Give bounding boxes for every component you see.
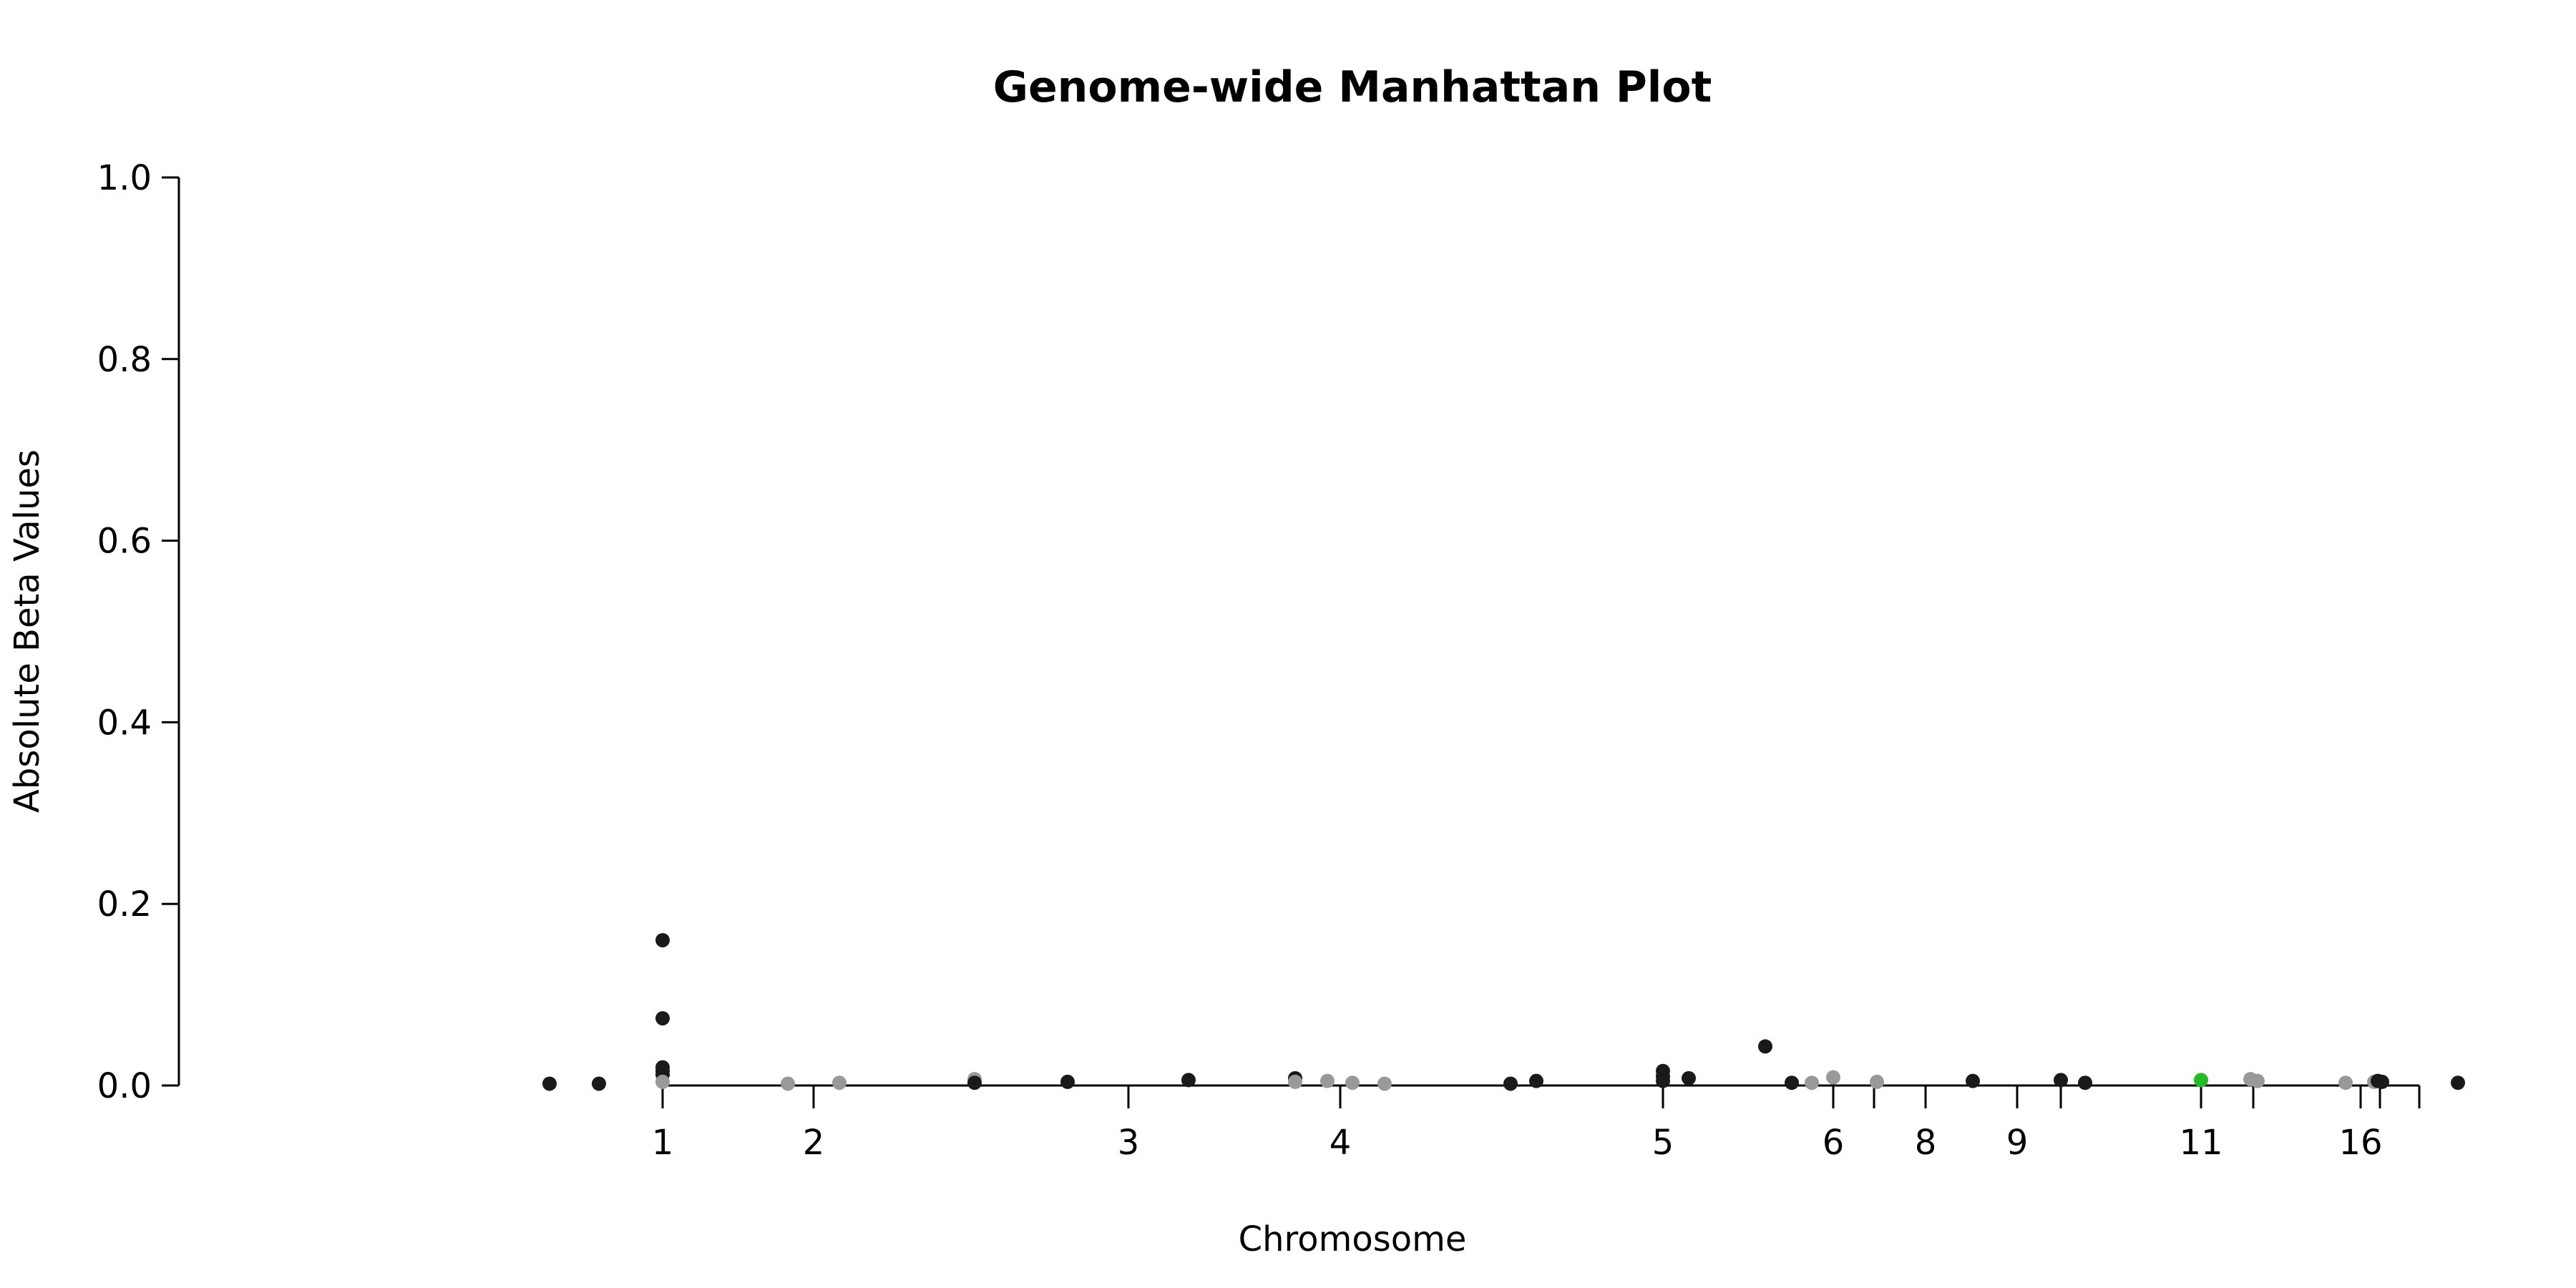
data-point-chr-4 bbox=[1288, 1074, 1302, 1089]
data-point-chr-16 bbox=[2375, 1074, 2389, 1089]
data-point-chr-3 bbox=[1181, 1073, 1196, 1088]
data-point-chr-3 bbox=[1060, 1074, 1075, 1089]
data-point-chr-16 bbox=[2338, 1075, 2353, 1091]
x-tick-label: 3 bbox=[1118, 1123, 1140, 1163]
x-tick-label: 8 bbox=[1915, 1123, 1937, 1163]
x-tick-label: 6 bbox=[1823, 1123, 1845, 1163]
x-tick-label: 1 bbox=[652, 1123, 674, 1163]
x-tick-label: 5 bbox=[1652, 1123, 1674, 1163]
y-tick-label: 1.0 bbox=[97, 158, 152, 198]
x-tick-label: 2 bbox=[803, 1123, 825, 1163]
data-point-chr-5 bbox=[1758, 1039, 1772, 1054]
data-point-chr-1 bbox=[592, 1076, 606, 1091]
x-axis-label: Chromosome bbox=[1239, 1219, 1467, 1259]
y-axis-ticks: 0.0 0.2 0.4 0.6 0.8 1.0 bbox=[97, 158, 179, 1106]
data-point-chr-11 bbox=[2194, 1073, 2208, 1088]
data-point-chr-4 bbox=[1529, 1073, 1543, 1088]
y-tick-label: 0.0 bbox=[97, 1066, 152, 1106]
y-tick-label: 0.4 bbox=[97, 703, 152, 743]
data-point-chr-6 bbox=[1870, 1074, 1884, 1089]
x-tick-label: 16 bbox=[2338, 1123, 2382, 1163]
data-points bbox=[542, 932, 2465, 1091]
data-point-chr-8 bbox=[1966, 1073, 1980, 1088]
data-point-chr-2 bbox=[967, 1075, 982, 1091]
data-point-chr-2 bbox=[832, 1075, 847, 1091]
data-point-chr-4 bbox=[1320, 1073, 1335, 1088]
y-axis-label: Absolute Beta Values bbox=[7, 449, 47, 813]
y-tick-label: 0.8 bbox=[97, 340, 152, 380]
data-point-chr-6 bbox=[1826, 1070, 1840, 1085]
data-point-chr-4 bbox=[1345, 1075, 1360, 1091]
data-point-chr-1 bbox=[655, 1011, 670, 1026]
data-point-chr-5 bbox=[1656, 1073, 1670, 1088]
data-point-chr-11 bbox=[2250, 1073, 2265, 1088]
chart-title: Genome-wide Manhattan Plot bbox=[993, 62, 1712, 112]
y-tick-label: 0.6 bbox=[97, 522, 152, 562]
data-point-chr-9 bbox=[2078, 1075, 2092, 1091]
data-point-chr-1 bbox=[655, 932, 670, 947]
data-point-chr-9 bbox=[2054, 1073, 2068, 1088]
x-tick-label: 4 bbox=[1330, 1123, 1352, 1163]
x-tick-label: 11 bbox=[2179, 1123, 2223, 1163]
data-point-chr-2 bbox=[781, 1076, 795, 1091]
data-point-chr-1 bbox=[542, 1076, 557, 1091]
data-point-chr-1 bbox=[655, 1074, 670, 1089]
x-axis-ticks: 1 2 3 4 5 6 8 9 11 16 bbox=[652, 1085, 2421, 1163]
data-point-chr-5 bbox=[1785, 1075, 1799, 1091]
data-point-chr-6 bbox=[1805, 1075, 1819, 1091]
data-point-chr-4 bbox=[1377, 1076, 1392, 1091]
y-tick-label: 0.2 bbox=[97, 884, 152, 924]
data-point-chr-4 bbox=[1503, 1076, 1518, 1091]
data-point-chr-1 bbox=[2451, 1075, 2465, 1091]
x-tick-label: 9 bbox=[2006, 1123, 2029, 1163]
data-point-chr-5 bbox=[1682, 1070, 1696, 1085]
